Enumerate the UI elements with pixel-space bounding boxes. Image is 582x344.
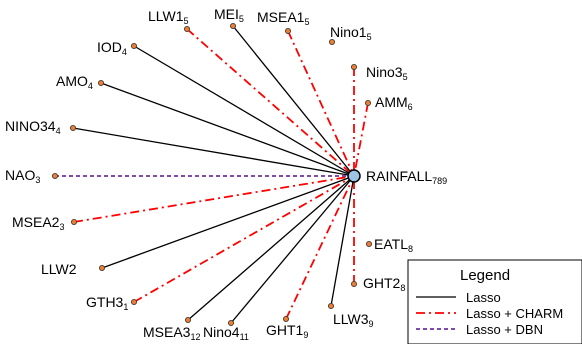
node-label-nino4: Nino411 (203, 324, 249, 342)
rainfall-node: RAINFALL789 (347, 168, 447, 186)
node-ght2 (350, 280, 357, 287)
legend-label-lasso: Lasso (466, 290, 501, 305)
node-label-ght2: GHT28 (363, 275, 405, 293)
node-amm (364, 100, 371, 107)
node-label-nao: NAO3 (5, 167, 40, 185)
node-label-msea2: MSEA23 (12, 214, 64, 232)
node-llw2 (99, 264, 106, 271)
edge-msea1 (287, 30, 355, 177)
node-nao (52, 172, 59, 179)
node-label-iod: IOD4 (97, 39, 127, 57)
edge-mei (232, 25, 355, 177)
node-amo (98, 80, 105, 87)
node-label-nino34: NINO344 (5, 118, 61, 136)
edge-nino4 (230, 175, 355, 324)
edge-amm (353, 102, 369, 177)
node-label-mei: MEI5 (214, 6, 244, 24)
node-label-msea1: MSEA15 (257, 9, 309, 27)
rainfall-node-label: RAINFALL789 (366, 168, 447, 186)
edge-ght1 (285, 175, 355, 320)
node-nino34 (70, 125, 77, 132)
edge-gth3 (133, 175, 355, 303)
legend-title: Legend (460, 267, 510, 284)
node-llw1 (183, 25, 190, 32)
node-label-amo: AMO4 (56, 73, 93, 91)
node-label-llw1: LLW15 (148, 8, 189, 26)
legend-label-lasso_charm: Lasso + CHARM (466, 306, 563, 321)
edge-iod (133, 45, 355, 177)
node-nino4 (227, 319, 234, 326)
edge-llw1 (186, 28, 355, 177)
node-label-nino1: Nino15 (330, 24, 372, 42)
node-gth3 (130, 298, 137, 305)
nodes-layer: LLW15 MEI5 MSEA15 Nino15 IOD4 Nino35 AMO4 AMM6 N… (5, 6, 413, 342)
node-label-amm: AMM6 (375, 94, 413, 112)
node-label-nino3: Nino35 (366, 64, 408, 82)
node-msea1 (284, 27, 291, 34)
node-nino1 (328, 39, 335, 46)
node-ght1 (282, 315, 289, 322)
legend-label-lasso_dbn: Lasso + DBN (466, 322, 543, 337)
edges-layer (55, 25, 369, 324)
node-label-msea3: MSEA312 (143, 324, 200, 342)
edge-llw3 (330, 175, 355, 307)
node-label-ght1: GHT19 (266, 322, 308, 340)
node-msea3 (184, 316, 191, 323)
node-msea2 (71, 218, 78, 225)
node-nino3 (350, 64, 357, 71)
node-label-gth3: GTH31 (86, 294, 128, 312)
node-label-eatl: EATL8 (374, 236, 413, 254)
edge-amo (100, 82, 355, 177)
node-label-llw3: LLW39 (333, 311, 374, 329)
rainfall-node-circle (347, 169, 361, 183)
edge-msea2 (73, 175, 355, 223)
edge-nino34 (72, 127, 355, 177)
edge-msea3 (187, 175, 355, 321)
node-llw3 (327, 302, 334, 309)
node-label-llw2: LLW2 (41, 261, 77, 277)
node-eatl (365, 240, 372, 247)
node-iod (130, 43, 137, 50)
edge-llw2 (101, 175, 355, 269)
node-mei (229, 22, 236, 29)
